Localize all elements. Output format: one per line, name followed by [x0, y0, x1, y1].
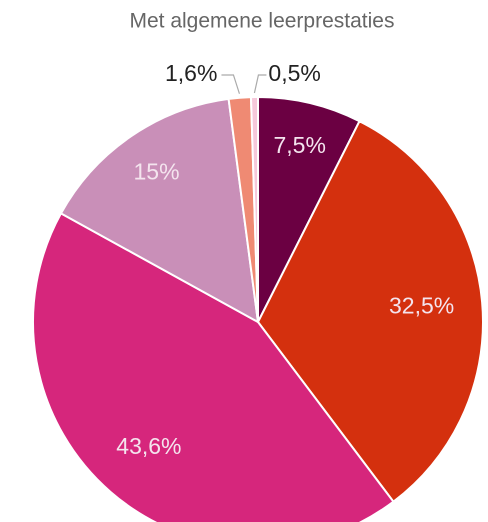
- pie-slice: [249, 95, 259, 323]
- chart-title: Met algemene leerprestaties: [130, 10, 395, 33]
- data-label: 0,5%: [268, 60, 320, 86]
- data-label: 7,5%: [274, 132, 326, 158]
- pie-slice: [32, 212, 395, 522]
- leader-line: [253, 74, 267, 94]
- leader-line: [221, 74, 241, 94]
- data-label: 15%: [133, 158, 179, 184]
- pie-slice: [256, 119, 484, 504]
- data-label: 1,6%: [165, 60, 217, 86]
- data-label: 43,6%: [116, 433, 181, 459]
- pie-slice: [59, 97, 260, 324]
- data-label: 32,5%: [389, 292, 454, 318]
- pie-slice: [257, 95, 361, 323]
